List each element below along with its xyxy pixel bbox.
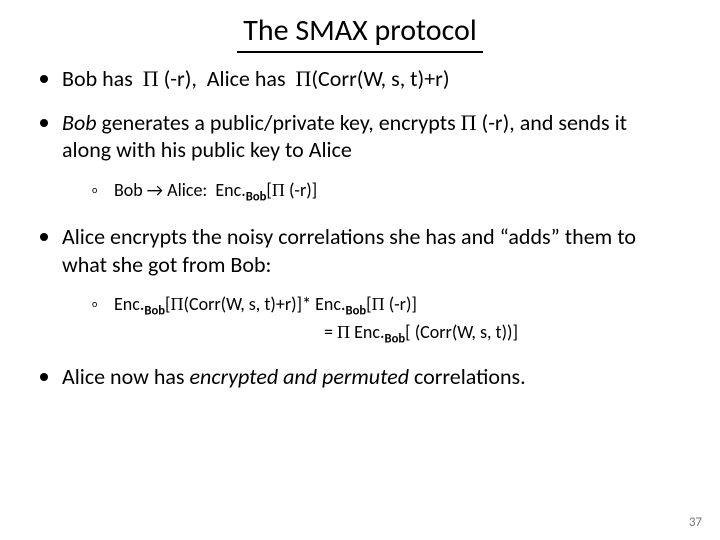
title-container: The SMAX protocol [0, 0, 720, 53]
bullet-4: Alice now has encrypted and permuted cor… [40, 363, 680, 391]
bullet-4-text: Alice now has encrypted and permuted cor… [62, 363, 526, 391]
content-area: Bob has Π (-r), Alice has Π(Corr(W, s, t… [0, 53, 720, 391]
bullet-3-text: Alice encrypts the noisy correlations sh… [62, 223, 680, 278]
sub-bullet-1: o Bob → Alice: Enc.Bob[Π (-r)] [92, 178, 680, 206]
sub-marker-icon: o [92, 183, 100, 196]
bullet-dot-icon [40, 233, 48, 241]
slide-title: The SMAX protocol [237, 12, 483, 53]
bullet-1-text: Bob has Π (-r), Alice has Π(Corr(W, s, t… [62, 65, 450, 93]
bullet-2: Bob generates a public/private key, encr… [40, 109, 680, 164]
sub-bullet-2a-text: Enc.Bob[Π(Corr(W, s, t)+r)]* Enc.Bob[Π (… [114, 292, 680, 320]
page-number: 37 [689, 515, 702, 530]
sub-bullet-2b-text: = Π Enc.Bob[ (Corr(W, s, t))] [324, 320, 680, 348]
bullet-dot-icon [40, 119, 48, 127]
bullet-dot-icon [40, 373, 48, 381]
bullet-1: Bob has Π (-r), Alice has Π(Corr(W, s, t… [40, 65, 680, 93]
sub-bullet-1-text: Bob → Alice: Enc.Bob[Π (-r)] [114, 178, 317, 206]
bullet-3: Alice encrypts the noisy correlations sh… [40, 223, 680, 278]
sub-marker-icon: o [92, 297, 100, 310]
bullet-dot-icon [40, 75, 48, 83]
bullet-2-text: Bob generates a public/private key, encr… [62, 109, 680, 164]
sub-bullet-2: o Enc.Bob[Π(Corr(W, s, t)+r)]* Enc.Bob[Π… [92, 292, 680, 347]
